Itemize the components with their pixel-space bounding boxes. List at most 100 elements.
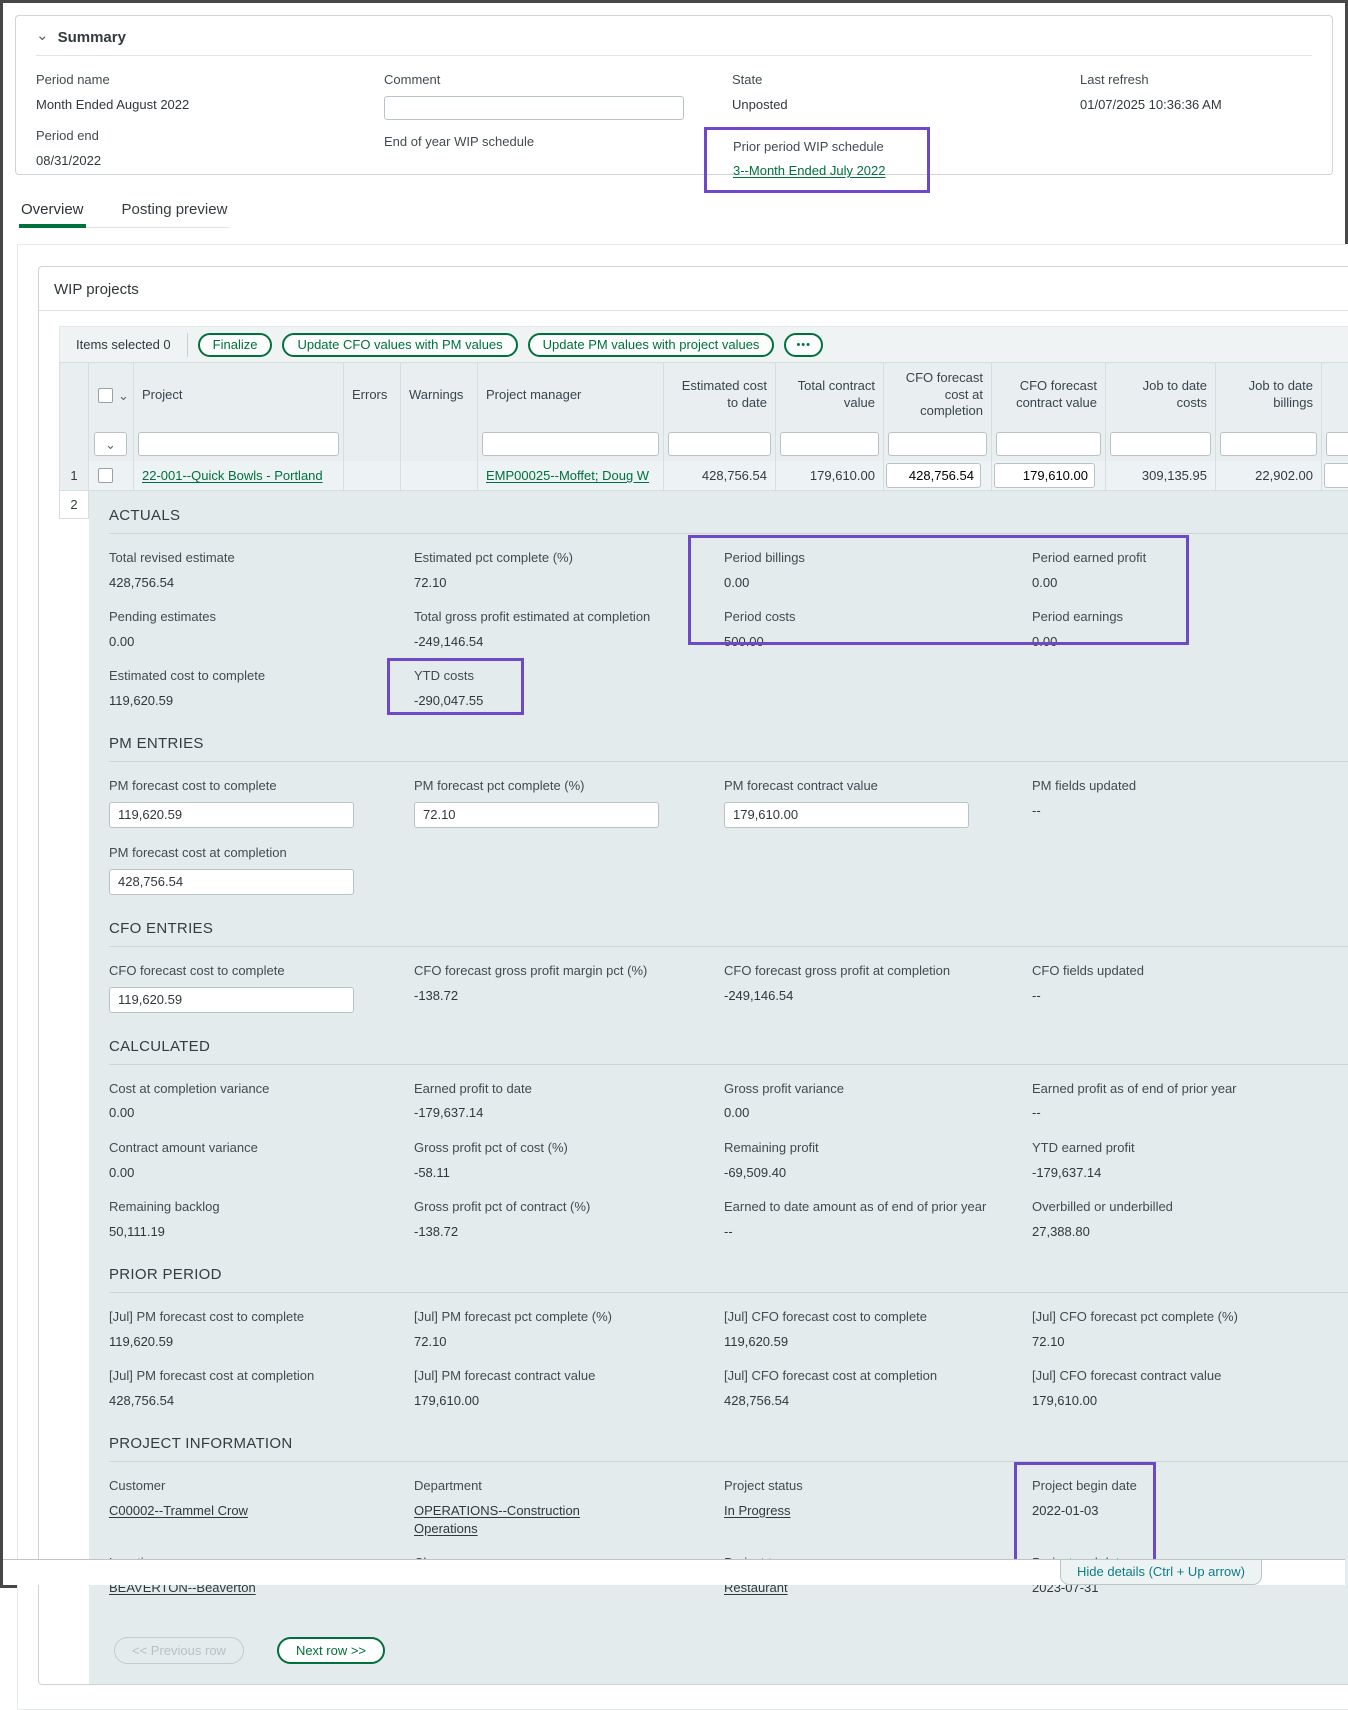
state-value: Unposted — [732, 96, 788, 112]
column-header-cfo_cost_at_completion[interactable]: CFO forecast cost at completion — [884, 363, 992, 427]
tab-overview[interactable]: Overview — [19, 201, 86, 228]
cell-cfo_contract_value — [992, 461, 1106, 490]
annotation-box-prior-period: Prior period WIP schedule 3--Month Ended… — [704, 127, 930, 193]
field-grid: PM forecast cost to complete PM forecast … — [109, 777, 1348, 911]
field-link-department[interactable]: OPERATIONS--Construction Operations — [414, 1502, 580, 1536]
field-label: Department — [414, 1477, 482, 1493]
field-value: 72.10 — [414, 1333, 447, 1349]
field-value: -69,509.40 — [724, 1164, 787, 1180]
row-number-column-header — [59, 363, 89, 427]
update-pm-values-button[interactable]: Update PM values with project values — [527, 332, 775, 357]
filter-input-total_contract_value[interactable] — [780, 432, 879, 456]
prior-period-link[interactable]: 3--Month Ended July 2022 — [733, 162, 886, 178]
collapse-chevron-icon[interactable]: ⌄ — [36, 27, 49, 44]
field-jul-pm-forecast-cost-to-complete: [Jul] PM forecast cost to complete 119,62… — [109, 1308, 414, 1351]
filter-input-clipped[interactable] — [1326, 432, 1348, 456]
comment-input[interactable] — [384, 95, 684, 120]
field-label: Cost at completion variance — [109, 1080, 270, 1096]
select-all-checkbox[interactable] — [98, 387, 113, 403]
field-pm-fields-updated: PM fields updated -- — [1032, 777, 1348, 828]
field-input-pm-forecast-pct-complete[interactable] — [414, 801, 659, 828]
cell-input-cfo_cost_at_completion[interactable] — [886, 463, 981, 488]
field-value: -- — [1032, 987, 1041, 1003]
cell-link-project[interactable]: 22-001--Quick Bowls - Portland — [142, 468, 323, 483]
items-selected-count: Items selected 0 — [70, 332, 188, 357]
section-title: PM ENTRIES — [109, 735, 1348, 763]
column-header-total_contract_value[interactable]: Total contract value — [776, 363, 884, 427]
filter-input-cfo_cost_at_completion[interactable] — [888, 432, 987, 456]
filter-dropdown-button[interactable]: ⌄ — [94, 432, 127, 456]
cell-input-cfo_contract_value[interactable] — [994, 463, 1095, 488]
row-number: 1 — [59, 461, 89, 490]
field-label: Contract amount variance — [109, 1139, 258, 1155]
period-end-label: Period end — [36, 128, 99, 144]
column-header-label: Errors — [352, 386, 388, 402]
section-calculated: CALCULATED Cost at completion variance 0.0… — [109, 1038, 1348, 1257]
field-input-pm-forecast-contract-value[interactable] — [724, 801, 969, 828]
finalize-button[interactable]: Finalize — [197, 332, 273, 357]
column-header-jtd_billings[interactable]: Job to date billings — [1216, 363, 1322, 427]
field-period-earned-profit: Period earned profit 0.00 — [1032, 549, 1348, 592]
field-ytd-costs: YTD costs -290,047.55 — [414, 667, 724, 710]
filter-input-jtd_billings[interactable] — [1220, 432, 1317, 456]
more-actions-button[interactable]: ••• — [784, 332, 823, 357]
tab-posting-preview[interactable]: Posting preview — [121, 201, 228, 218]
column-header-project[interactable]: Project — [134, 363, 344, 427]
field-label: CFO forecast cost to complete — [109, 962, 285, 978]
field-link-project-status[interactable]: In Progress — [724, 1502, 791, 1518]
column-header-jtd_costs[interactable]: Job to date costs — [1106, 363, 1216, 427]
filter-input-cfo_contract_value[interactable] — [996, 432, 1101, 456]
field-pm-forecast-cost-at-completion: PM forecast cost at completion — [109, 844, 414, 895]
field-label: Period earned profit — [1032, 550, 1147, 565]
filter-cell-jtd_costs — [1106, 427, 1216, 461]
column-header-errors[interactable]: Errors — [344, 363, 401, 427]
field-value: 0.00 — [109, 1164, 135, 1180]
column-header-project_manager[interactable]: Project manager — [478, 363, 664, 427]
field-value: 0.00 — [724, 1105, 750, 1121]
column-header-label: Job to date billings — [1248, 378, 1313, 410]
summary-panel: ⌄ Summary Period name Month Ended August… — [15, 15, 1333, 193]
update-cfo-values-button[interactable]: Update CFO values with PM values — [282, 332, 518, 357]
field-input-pm-forecast-cost-to-complete[interactable] — [109, 801, 354, 828]
cell-jtd_billings: 22,902.00 — [1216, 461, 1322, 490]
field-value: -58.11 — [414, 1164, 450, 1180]
overview-tab-panel: WIP projects Items selected 0 Finalize U… — [17, 244, 1348, 1710]
hide-details-tab[interactable]: Hide details (Ctrl + Up arrow) — [1060, 1560, 1262, 1585]
chevron-down-icon[interactable]: ⌄ — [118, 387, 129, 403]
column-header-warnings[interactable]: Warnings — [401, 363, 478, 427]
end-of-year-wip-label: End of year WIP schedule — [384, 133, 535, 149]
field-input-cfo-forecast-cost-to-complete[interactable] — [109, 986, 354, 1013]
field-link-customer[interactable]: C00002--Trammel Crow — [109, 1502, 248, 1518]
field-value: 72.10 — [414, 574, 447, 590]
comment-field: Comment — [384, 71, 732, 120]
filter-input-project_manager[interactable] — [482, 432, 659, 456]
column-header-cfo_contract_value[interactable]: CFO forecast contract value — [992, 363, 1106, 427]
filter-input-project[interactable] — [138, 432, 339, 456]
field-value: 179,610.00 — [1032, 1392, 1098, 1408]
field-gross-profit-variance: Gross profit variance 0.00 — [724, 1080, 1032, 1123]
period-end-value: 08/31/2022 — [36, 152, 102, 168]
field-jul-pm-forecast-cost-at-completion: [Jul] PM forecast cost at completion 428,… — [109, 1367, 414, 1410]
section-title: PRIOR PERIOD — [109, 1266, 1348, 1293]
column-header-label: Warnings — [409, 386, 464, 402]
field-value: 500.00 — [724, 633, 764, 649]
cell-link-project_manager[interactable]: EMP00025--Moffet; Doug W — [486, 468, 650, 483]
cell-input-clipped[interactable] — [1324, 463, 1348, 488]
field-jul-cfo-forecast-cost-to-complete: [Jul] CFO forecast cost to complete 119,6… — [724, 1308, 1032, 1351]
row-checkbox[interactable] — [98, 468, 113, 483]
field-input-pm-forecast-cost-at-completion[interactable] — [109, 868, 354, 895]
field-value: 50,111.19 — [109, 1223, 165, 1239]
previous-row-button[interactable]: << Previous row — [114, 1637, 244, 1665]
filter-input-jtd_costs[interactable] — [1110, 432, 1211, 456]
field-value: -138.72 — [414, 1223, 459, 1239]
next-row-button[interactable]: Next row >> — [276, 1637, 386, 1665]
period-name-value: Month Ended August 2022 — [36, 96, 190, 112]
filter-input-est_cost_to_date[interactable] — [668, 432, 771, 456]
field-label: [Jul] CFO forecast pct complete (%) — [1032, 1308, 1238, 1324]
wip-projects-title: WIP projects — [39, 267, 1348, 311]
last-refresh-value: 01/07/2025 10:36:36 AM — [1080, 96, 1222, 112]
field-label: Remaining profit — [724, 1139, 819, 1155]
field-value: 0.00 — [1032, 633, 1058, 649]
field-label: Project status — [724, 1477, 803, 1493]
column-header-est_cost_to_date[interactable]: Estimated cost to date — [664, 363, 776, 427]
